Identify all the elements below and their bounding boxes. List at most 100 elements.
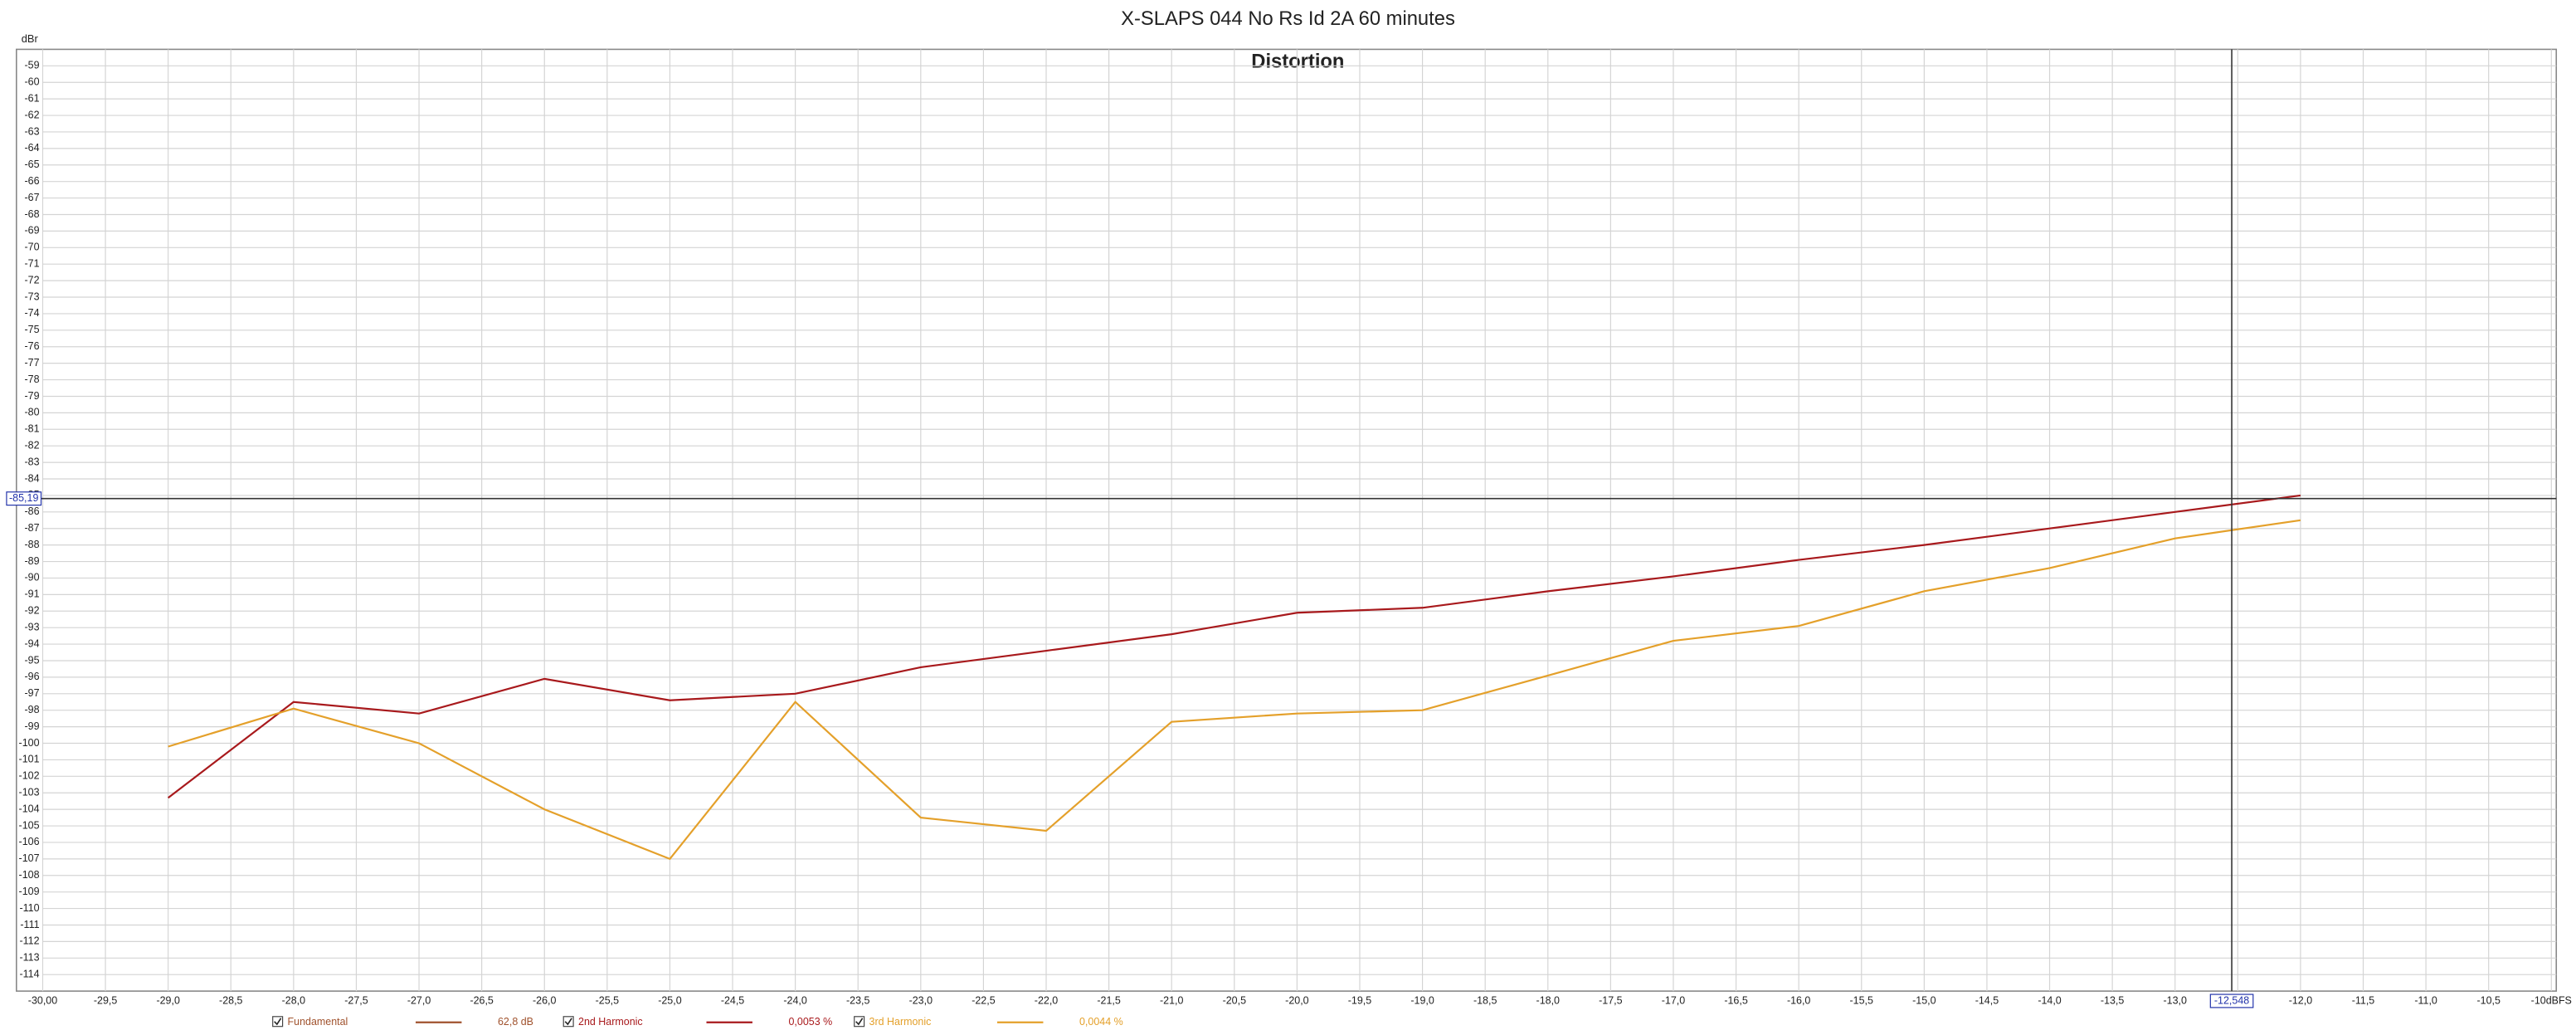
y-tick-label: -90 (24, 572, 39, 583)
legend-checkbox[interactable] (272, 1016, 284, 1028)
legend-check (564, 1018, 572, 1026)
y-tick-label: -107 (19, 852, 40, 864)
y-tick-label: -111 (20, 919, 39, 930)
x-tick-label: -26,0 (533, 994, 556, 1006)
y-tick-label: -64 (24, 142, 39, 154)
legend-checkbox[interactable] (854, 1016, 865, 1028)
x-tick-label: -17,5 (1599, 994, 1622, 1006)
y-tick-label: -114 (19, 968, 39, 979)
y-tick-label: -67 (24, 192, 39, 203)
legend-readout: 62,8 dB (498, 1016, 533, 1028)
y-tick-label: -62 (24, 109, 39, 120)
y-tick-label: -113 (19, 952, 39, 964)
x-tick-label: -26,5 (470, 994, 493, 1006)
x-tick-label: -10,5 (2476, 994, 2500, 1006)
y-tick-label: -106 (19, 836, 40, 847)
y-tick-label: -73 (24, 290, 39, 302)
y-tick-label: -70 (24, 242, 39, 253)
y-tick-label: -112 (19, 935, 39, 947)
series-line (168, 494, 2301, 799)
x-tick-label: -13,0 (2164, 994, 2187, 1006)
x-tick-label: -16,0 (1787, 994, 1810, 1006)
y-tick-label: -109 (19, 886, 40, 897)
x-tick-label: -18,0 (1536, 994, 1560, 1006)
y-tick-label: -95 (24, 654, 39, 666)
chart-title: X-SLAPS 044 No Rs Id 2A 60 minutes (1121, 7, 1455, 30)
x-tick-label: -20,5 (1223, 994, 1246, 1006)
cursor-y-label: -85,19 (9, 492, 38, 504)
x-tick-label: -10dBFS (2531, 994, 2572, 1006)
x-tick-label: -12,0 (2289, 994, 2312, 1006)
legend-readout: 0,0053 % (789, 1016, 833, 1028)
y-tick-label: -75 (24, 324, 39, 335)
x-tick-label: -25,5 (596, 994, 619, 1006)
y-tick-label: -63 (24, 125, 39, 137)
legend-check (855, 1018, 864, 1026)
y-tick-label: -104 (19, 803, 40, 814)
x-tick-label: -22,5 (971, 994, 995, 1006)
x-tick-label: -22,0 (1035, 994, 1058, 1006)
y-tick-label: -91 (24, 588, 39, 600)
y-tick-label: -65 (24, 159, 39, 170)
x-tick-label: -29,0 (156, 994, 179, 1006)
y-tick-label: -84 (24, 472, 39, 484)
x-tick-label: -27,0 (407, 994, 431, 1006)
y-tick-label: -94 (24, 637, 39, 649)
series-line (168, 519, 2301, 861)
y-tick-label: -77 (24, 357, 39, 369)
legend-label: Fundamental (288, 1016, 348, 1028)
x-tick-label: -21,0 (1160, 994, 1183, 1006)
x-tick-label: -11,0 (2414, 994, 2437, 1006)
y-tick-label: -82 (24, 439, 39, 451)
legend-readout: 0,0044 % (1079, 1016, 1123, 1028)
y-tick-label: -60 (24, 76, 39, 88)
y-tick-label: -92 (24, 605, 39, 617)
x-tick-label: -24,0 (783, 994, 806, 1006)
y-tick-label: -71 (24, 258, 39, 270)
y-tick-label: -86 (24, 505, 39, 517)
y-tick-label: -100 (19, 737, 40, 749)
legend-label: 3rd Harmonic (869, 1016, 932, 1028)
x-tick-label: -18,5 (1473, 994, 1497, 1006)
x-tick-label: -19,5 (1348, 994, 1371, 1006)
y-tick-label: -66 (24, 175, 39, 187)
x-tick-label: -16,5 (1724, 994, 1747, 1006)
x-tick-label: -28,5 (219, 994, 242, 1006)
y-tick-label: -69 (24, 225, 39, 237)
y-tick-label: -79 (24, 390, 39, 402)
y-tick-label: -89 (24, 555, 39, 567)
y-tick-label: -87 (24, 522, 39, 534)
cursor-y-box (6, 491, 42, 506)
legend-label: 2nd Harmonic (578, 1016, 643, 1028)
legend-check (274, 1018, 282, 1026)
x-tick-label: -28,0 (282, 994, 305, 1006)
x-tick-label: -23,5 (846, 994, 869, 1006)
y-tick-label: -98 (24, 704, 39, 715)
y-tick-label: -88 (24, 539, 39, 550)
y-tick-label: -102 (19, 770, 40, 782)
legend-checkbox[interactable] (562, 1016, 574, 1028)
chart-subtitle: Distortion (1251, 51, 1344, 73)
cursor-x-box (2209, 994, 2254, 1008)
x-tick-label: -15,0 (1912, 994, 1936, 1006)
x-tick-label: -27,5 (344, 994, 368, 1006)
y-tick-label: -110 (19, 902, 39, 914)
y-tick-label: -61 (24, 92, 39, 104)
x-tick-label: -25,0 (658, 994, 681, 1006)
y-tick-label: -105 (19, 819, 40, 831)
x-tick-label: -29,5 (94, 994, 117, 1006)
y-tick-label: -80 (24, 407, 39, 418)
x-tick-label: -24,5 (721, 994, 744, 1006)
y-tick-label: -97 (24, 687, 39, 699)
y-tick-label: -81 (24, 423, 39, 435)
x-tick-label: -30,00 (28, 994, 57, 1006)
y-tick-label: -74 (24, 307, 39, 319)
x-tick-label: -14,0 (2038, 994, 2061, 1006)
x-tick-label: -23,0 (909, 994, 933, 1006)
y-tick-label: -93 (24, 621, 39, 632)
cursor-x-label: -12,548 (2214, 994, 2249, 1006)
y-tick-label: -108 (19, 869, 40, 881)
plot-frame (16, 48, 2558, 992)
